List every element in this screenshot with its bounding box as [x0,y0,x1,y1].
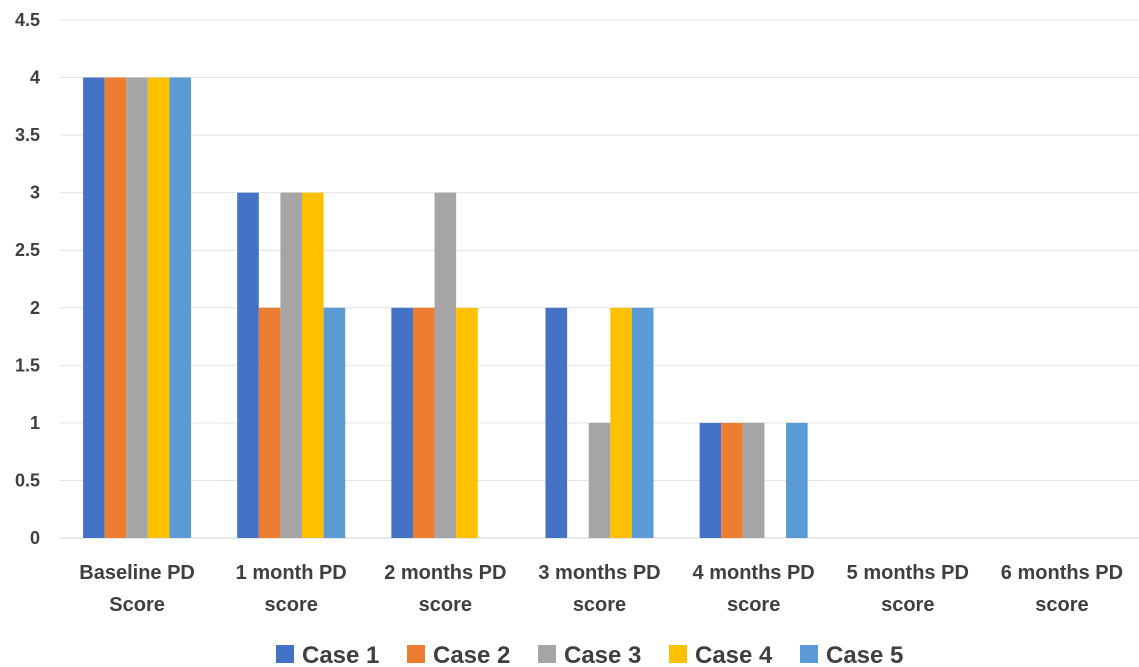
y-tick-label: 2 [30,298,40,318]
legend-swatch [407,645,425,663]
x-tick-label: 6 months PD [1001,562,1123,584]
bar-case-1-cat-2 [391,307,413,538]
legend-swatch [800,645,818,663]
legend-swatch [538,645,556,663]
x-tick-label: score [1035,594,1088,616]
legend-label: Case 4 [695,642,773,667]
x-tick-label: score [573,594,626,616]
y-tick-label: 4 [30,68,40,88]
x-tick-label: score [419,594,472,616]
x-tick-label: Baseline PD [79,562,195,584]
x-tick-label: score [881,594,934,616]
y-tick-label: 0 [30,528,40,548]
x-tick-label: 1 month PD [236,562,347,584]
x-tick-label: score [265,594,318,616]
legend-label: Case 5 [826,642,903,667]
bar-case-2-cat-2 [412,307,435,538]
bar-case-4-cat-1 [302,192,324,538]
legend-label: Case 3 [564,642,641,667]
x-tick-label: Score [109,594,165,616]
y-tick-label: 3 [30,183,40,203]
x-tick-label: 2 months PD [384,562,506,584]
x-tick-label: score [727,594,780,616]
legend-swatch [669,645,687,663]
legend-label: Case 2 [433,642,510,667]
x-tick-label: 3 months PD [538,562,660,584]
y-tick-label: 2.5 [15,240,40,260]
bar-case-2-cat-4 [721,422,743,538]
y-tick-label: 4.5 [15,10,40,30]
bar-case-2-cat-0 [104,77,127,539]
legend-swatch [276,645,294,663]
bar-case-1-cat-3 [545,307,568,538]
legend-label: Case 1 [302,642,379,667]
bar-case-4-cat-3 [610,307,632,538]
bar-case-1-cat-0 [83,77,105,539]
legend: Case 1 Case 2 Case 3 Case 4 Case 5 [276,642,903,667]
bar-case-3-cat-0 [126,77,148,539]
y-tick-label: 0.5 [15,470,40,490]
x-tick-label: 4 months PD [693,562,815,584]
bar-case-3-cat-3 [588,422,611,538]
bar-case-1-cat-1 [237,192,259,538]
bar-case-5-cat-3 [631,307,654,538]
bars [83,77,808,539]
y-tick-label: 1 [30,413,40,433]
bar-case-4-cat-0 [147,77,170,539]
y-tick-label: 1.5 [15,355,40,375]
bar-case-2-cat-1 [258,307,281,538]
bar-case-3-cat-4 [742,422,765,538]
y-tick-label: 3.5 [15,125,40,145]
bar-case-5-cat-1 [323,307,346,538]
bar-case-5-cat-0 [169,77,192,539]
bar-case-3-cat-1 [280,192,303,538]
x-tick-label: 5 months PD [847,562,969,584]
bar-case-4-cat-2 [456,307,478,538]
axes: 0 0.5 1 1.5 2 2.5 3 3.5 4 4.5 Baseline PD Score 1 mo… [15,10,1123,616]
bar-case-3-cat-2 [434,192,457,538]
bar-case-1-cat-4 [699,422,722,538]
bar-case-5-cat-4 [786,422,808,538]
